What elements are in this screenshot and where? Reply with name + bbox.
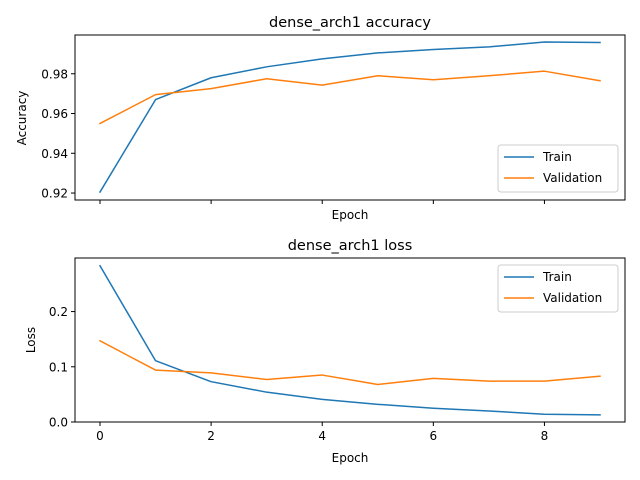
accuracy-y-axis-label: Accuracy <box>15 91 29 146</box>
accuracy-plot-frame <box>74 34 626 201</box>
loss-x-tick-label: 0 <box>96 429 104 443</box>
accuracy-y-tick-label: 0.94 <box>41 147 68 161</box>
loss-legend-validation-label: Validation <box>543 291 602 305</box>
loss-y-tick-label: 0.1 <box>49 360 68 374</box>
accuracy-legend: Train Validation <box>497 144 619 193</box>
accuracy-series-lines <box>98 41 601 194</box>
loss-y-tick-label: 0.0 <box>49 416 68 430</box>
loss-y-axis-label: Loss <box>24 327 38 353</box>
accuracy-chart-title: dense_arch1 accuracy <box>269 15 431 31</box>
loss-legend-train-label: Train <box>542 270 572 284</box>
accuracy-legend-train-label: Train <box>542 150 572 164</box>
loss-x-ticks: 0 2 4 6 8 <box>96 422 548 443</box>
accuracy-x-axis-label: Epoch <box>332 208 369 222</box>
loss-x-axis-label: Epoch <box>332 451 369 465</box>
accuracy-subplot: dense_arch1 accuracy Accuracy Epoch 0.92… <box>15 15 626 222</box>
accuracy-y-tick-label: 0.96 <box>41 107 68 121</box>
loss-series-lines <box>98 264 601 416</box>
loss-chart-title: dense_arch1 loss <box>288 238 413 254</box>
accuracy-y-ticks: 0.92 0.94 0.96 0.98 <box>41 67 75 201</box>
loss-x-tick-label: 8 <box>541 429 549 443</box>
accuracy-y-tick-label: 0.98 <box>41 67 68 81</box>
loss-x-tick-label: 2 <box>207 429 215 443</box>
loss-y-ticks: 0.0 0.1 0.2 <box>49 305 75 430</box>
accuracy-legend-validation-label: Validation <box>543 171 602 185</box>
loss-x-tick-label: 6 <box>430 429 438 443</box>
accuracy-x-ticks <box>99 200 545 204</box>
accuracy-validation-line <box>98 70 601 125</box>
loss-validation-line <box>98 339 601 386</box>
accuracy-y-tick-label: 0.92 <box>41 187 68 201</box>
loss-subplot: dense_arch1 loss Loss Epoch 0 2 4 6 8 0.0 0.1… <box>24 238 626 465</box>
accuracy-train-line <box>98 41 601 194</box>
loss-y-tick-label: 0.2 <box>49 305 68 319</box>
loss-plot-frame <box>74 257 626 423</box>
loss-x-tick-label: 4 <box>318 429 326 443</box>
loss-legend: Train Validation <box>497 264 619 313</box>
